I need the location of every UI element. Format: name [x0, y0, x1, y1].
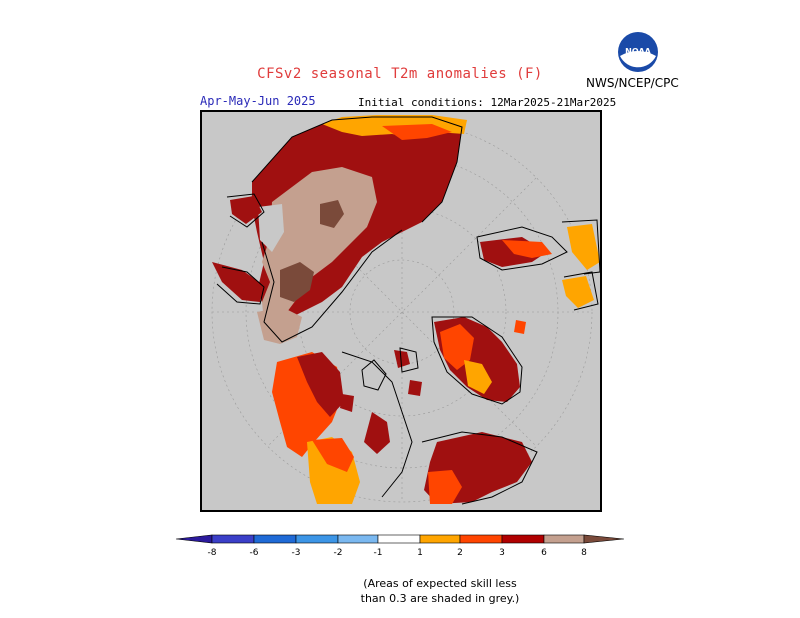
noaa-logo: NOAA — [618, 32, 658, 72]
anomaly-region-patch-1 — [394, 350, 410, 368]
colorbar-label: -6 — [249, 548, 259, 558]
polar-map — [200, 110, 602, 512]
colorbar-label: 1 — [417, 548, 423, 558]
season-label: Apr-May-Jun 2025 — [200, 94, 316, 108]
colorbar-segment-lt-m8 — [175, 534, 213, 544]
anomaly-region-greenland-brown2 — [320, 200, 344, 228]
colorbar-label: 8 — [581, 548, 587, 558]
anomaly-region-far-east-orange2 — [562, 276, 594, 308]
colorbar-label: -8 — [207, 548, 217, 558]
colorbar-label: -1 — [373, 548, 383, 558]
colorbar-segment-m2-m1 — [337, 534, 379, 544]
colorbar-segment-3-6 — [501, 534, 545, 544]
anomaly-region-greenland-brown — [280, 262, 314, 302]
agency-label: NWS/NCEP/CPC — [586, 76, 679, 90]
colorbar-segment-m1-1 — [377, 534, 421, 544]
map-svg — [211, 115, 600, 505]
skill-footnote-line1: (Areas of expected skill less — [363, 577, 517, 590]
anomaly-region-east-red — [502, 240, 552, 258]
colorbar-label: 3 — [499, 548, 505, 558]
noaa-logo-text: NOAA — [625, 47, 651, 56]
colorbar-segment-6-8 — [543, 534, 585, 544]
anomaly-region-siberia-red — [440, 324, 474, 370]
colorbar-label: 6 — [541, 548, 547, 558]
anomaly-region-patch-4 — [514, 320, 526, 334]
chart-title: CFSv2 seasonal T2m anomalies (F) — [257, 66, 543, 82]
anomaly-region-far-east-orange — [567, 224, 600, 270]
colorbar-segment-m3-m2 — [295, 534, 339, 544]
colorbar-segment-m8-m6 — [211, 534, 255, 544]
anomaly-region-left-darkred2 — [212, 262, 262, 302]
colorbar-label: -3 — [291, 548, 301, 558]
anomaly-region-patch-3 — [340, 394, 354, 412]
initial-conditions-label: Initial conditions: 12Mar2025-21Mar2025 — [358, 96, 617, 109]
anomaly-region-alaska-tan — [257, 307, 302, 344]
anomaly-region-canada-darkred — [297, 352, 344, 417]
skill-mask-greenland-grey — [258, 204, 284, 252]
colorbar-label: 2 — [457, 548, 463, 558]
anomaly-region-canada-red — [312, 438, 354, 472]
anomaly-region-patch-2 — [408, 380, 422, 396]
colorbar-segment-2-3 — [459, 534, 503, 544]
anomaly-region-siberia-orange — [464, 360, 492, 394]
coastlines — [216, 116, 600, 505]
anomaly-region-arctic-redorange — [382, 124, 452, 140]
anomaly-region-europe-red — [428, 470, 462, 504]
skill-footnote: (Areas of expected skill less than 0.3 a… — [0, 576, 800, 606]
skill-footnote-line2: than 0.3 are shaded in grey.) — [360, 592, 520, 605]
colorbar-segment-1-2 — [419, 534, 461, 544]
anomaly-region-hudson-darkred — [364, 412, 390, 454]
colorbar-segment-m6-m3 — [253, 534, 297, 544]
colorbar-segment-gt-8 — [583, 534, 625, 544]
colorbar-label: -2 — [333, 548, 343, 558]
colorbar — [175, 534, 625, 544]
anomaly-region-left-darkred1 — [230, 196, 262, 224]
